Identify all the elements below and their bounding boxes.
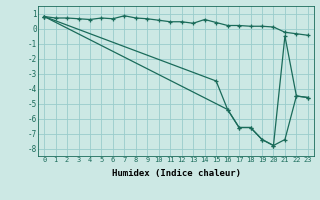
X-axis label: Humidex (Indice chaleur): Humidex (Indice chaleur) — [111, 169, 241, 178]
